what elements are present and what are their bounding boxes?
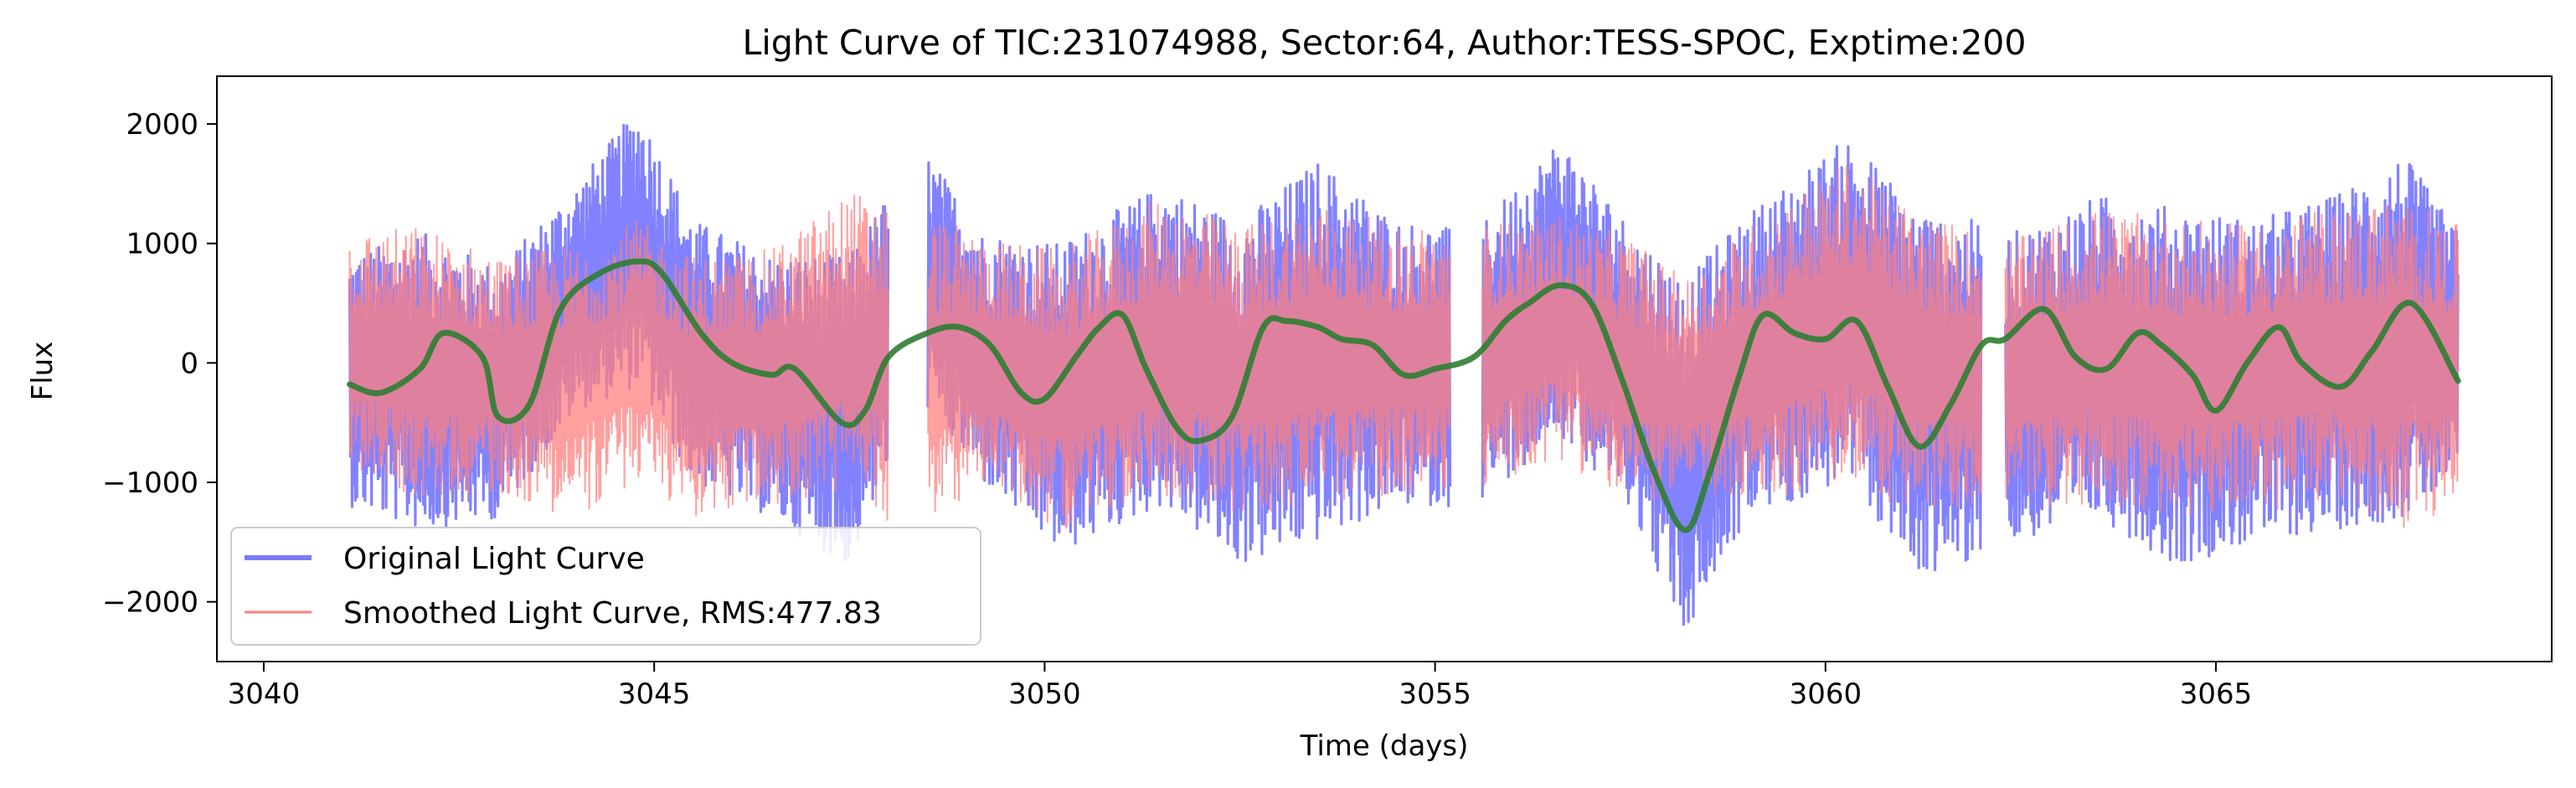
y-axis-title: Flux xyxy=(26,342,59,401)
legend: Original Light Curve Smoothed Light Curv… xyxy=(230,527,981,646)
y-tick-label: 0 xyxy=(180,347,198,380)
y-tick-label: −2000 xyxy=(102,586,198,620)
trend-line xyxy=(347,258,2461,533)
y-tick-label: −1000 xyxy=(102,466,198,500)
x-tick-label: 3065 xyxy=(2180,677,2253,711)
chart-title: Light Curve of TIC:231074988, Sector:64,… xyxy=(743,23,2027,63)
x-tick-label: 3040 xyxy=(228,677,301,711)
legend-box xyxy=(230,527,981,646)
x-tick-label: 3050 xyxy=(1008,677,1081,711)
x-tick-label: 3045 xyxy=(618,677,691,711)
y-tick-label: 2000 xyxy=(126,108,198,142)
y-tick-label: 1000 xyxy=(126,228,198,261)
legend-label-smoothed: Smoothed Light Curve, RMS:477.83 xyxy=(343,596,882,631)
legend-label-original: Original Light Curve xyxy=(343,542,645,576)
x-tick-label: 3055 xyxy=(1399,677,1471,711)
plot-frame xyxy=(216,75,2553,662)
x-tick-label: 3060 xyxy=(1790,677,1862,711)
original-light-curve-line xyxy=(348,123,2460,626)
x-axis-title: Time (days) xyxy=(1300,729,1469,763)
smoothed-light-curve-line xyxy=(348,165,2460,529)
